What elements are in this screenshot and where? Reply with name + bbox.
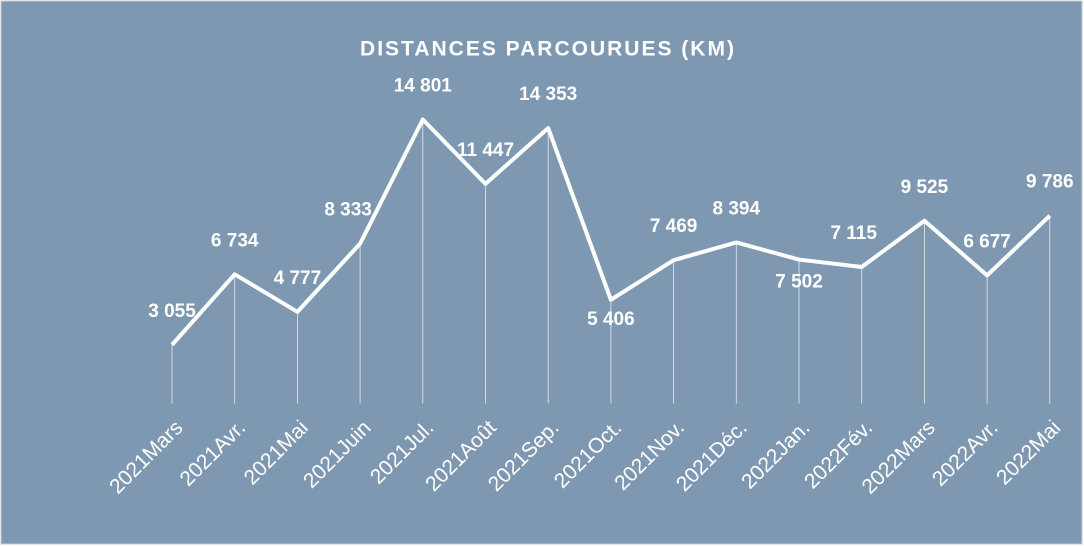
- data-label: 9 525: [901, 177, 949, 198]
- chart-title: DISTANCES PARCOURUES (KM): [360, 38, 736, 61]
- data-label: 9 786: [1026, 172, 1074, 193]
- data-label: 14 353: [519, 84, 577, 105]
- series-line: [170, 117, 1052, 347]
- data-label: 7 115: [830, 223, 877, 244]
- data-label: 8 333: [324, 200, 372, 221]
- data-label: 5 406: [587, 309, 635, 330]
- data-label: 6 677: [963, 231, 1011, 252]
- data-label: 7 502: [775, 272, 823, 293]
- data-label: 6 734: [211, 230, 259, 251]
- data-label: 7 469: [650, 216, 698, 237]
- data-label: 8 394: [713, 198, 761, 219]
- data-label: 3 055: [148, 301, 196, 322]
- data-label: 14 801: [394, 76, 453, 97]
- data-label: 4 777: [274, 268, 322, 289]
- data-label: 11 447: [457, 140, 514, 161]
